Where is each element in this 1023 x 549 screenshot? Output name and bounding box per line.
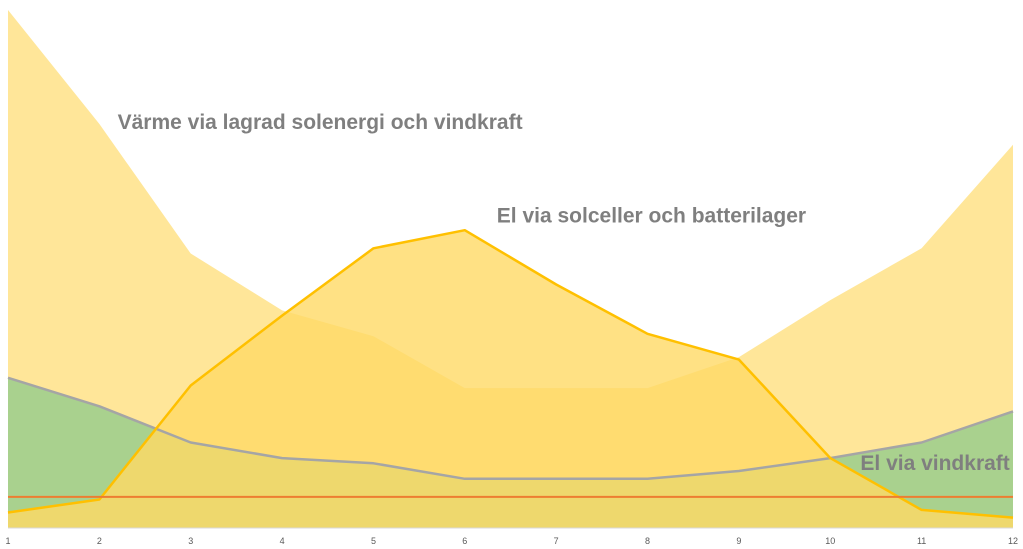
x-tick-label: 6 (462, 536, 467, 546)
annotation-label: El via solceller och batterilager (497, 204, 806, 227)
x-tick-label: 1 (5, 536, 10, 546)
annotation-label: El via vindkraft (860, 452, 1009, 475)
x-tick-label: 2 (97, 536, 102, 546)
x-tick-label: 7 (554, 536, 559, 546)
wind-line (7, 376, 1014, 481)
annotation-label: Värme via lagrad solenergi och vindkraft (118, 111, 523, 134)
x-tick-label: 8 (645, 536, 650, 546)
solar-line (7, 228, 1014, 519)
annotation-labels: Värme via lagrad solenergi och vindkraft… (118, 111, 1010, 475)
x-tick-labels: 1 2 3 4 5 6 7 8 9 10 11 12 (5, 536, 1018, 546)
x-tick-label: 12 (1008, 536, 1018, 546)
x-tick-label: 4 (280, 536, 285, 546)
line-layer (7, 228, 1014, 519)
x-tick-label: 5 (371, 536, 376, 546)
x-tick-label: 10 (825, 536, 835, 546)
x-tick-label: 3 (188, 536, 193, 546)
x-tick-label: 9 (736, 536, 741, 546)
x-tick-label: 11 (917, 536, 926, 546)
